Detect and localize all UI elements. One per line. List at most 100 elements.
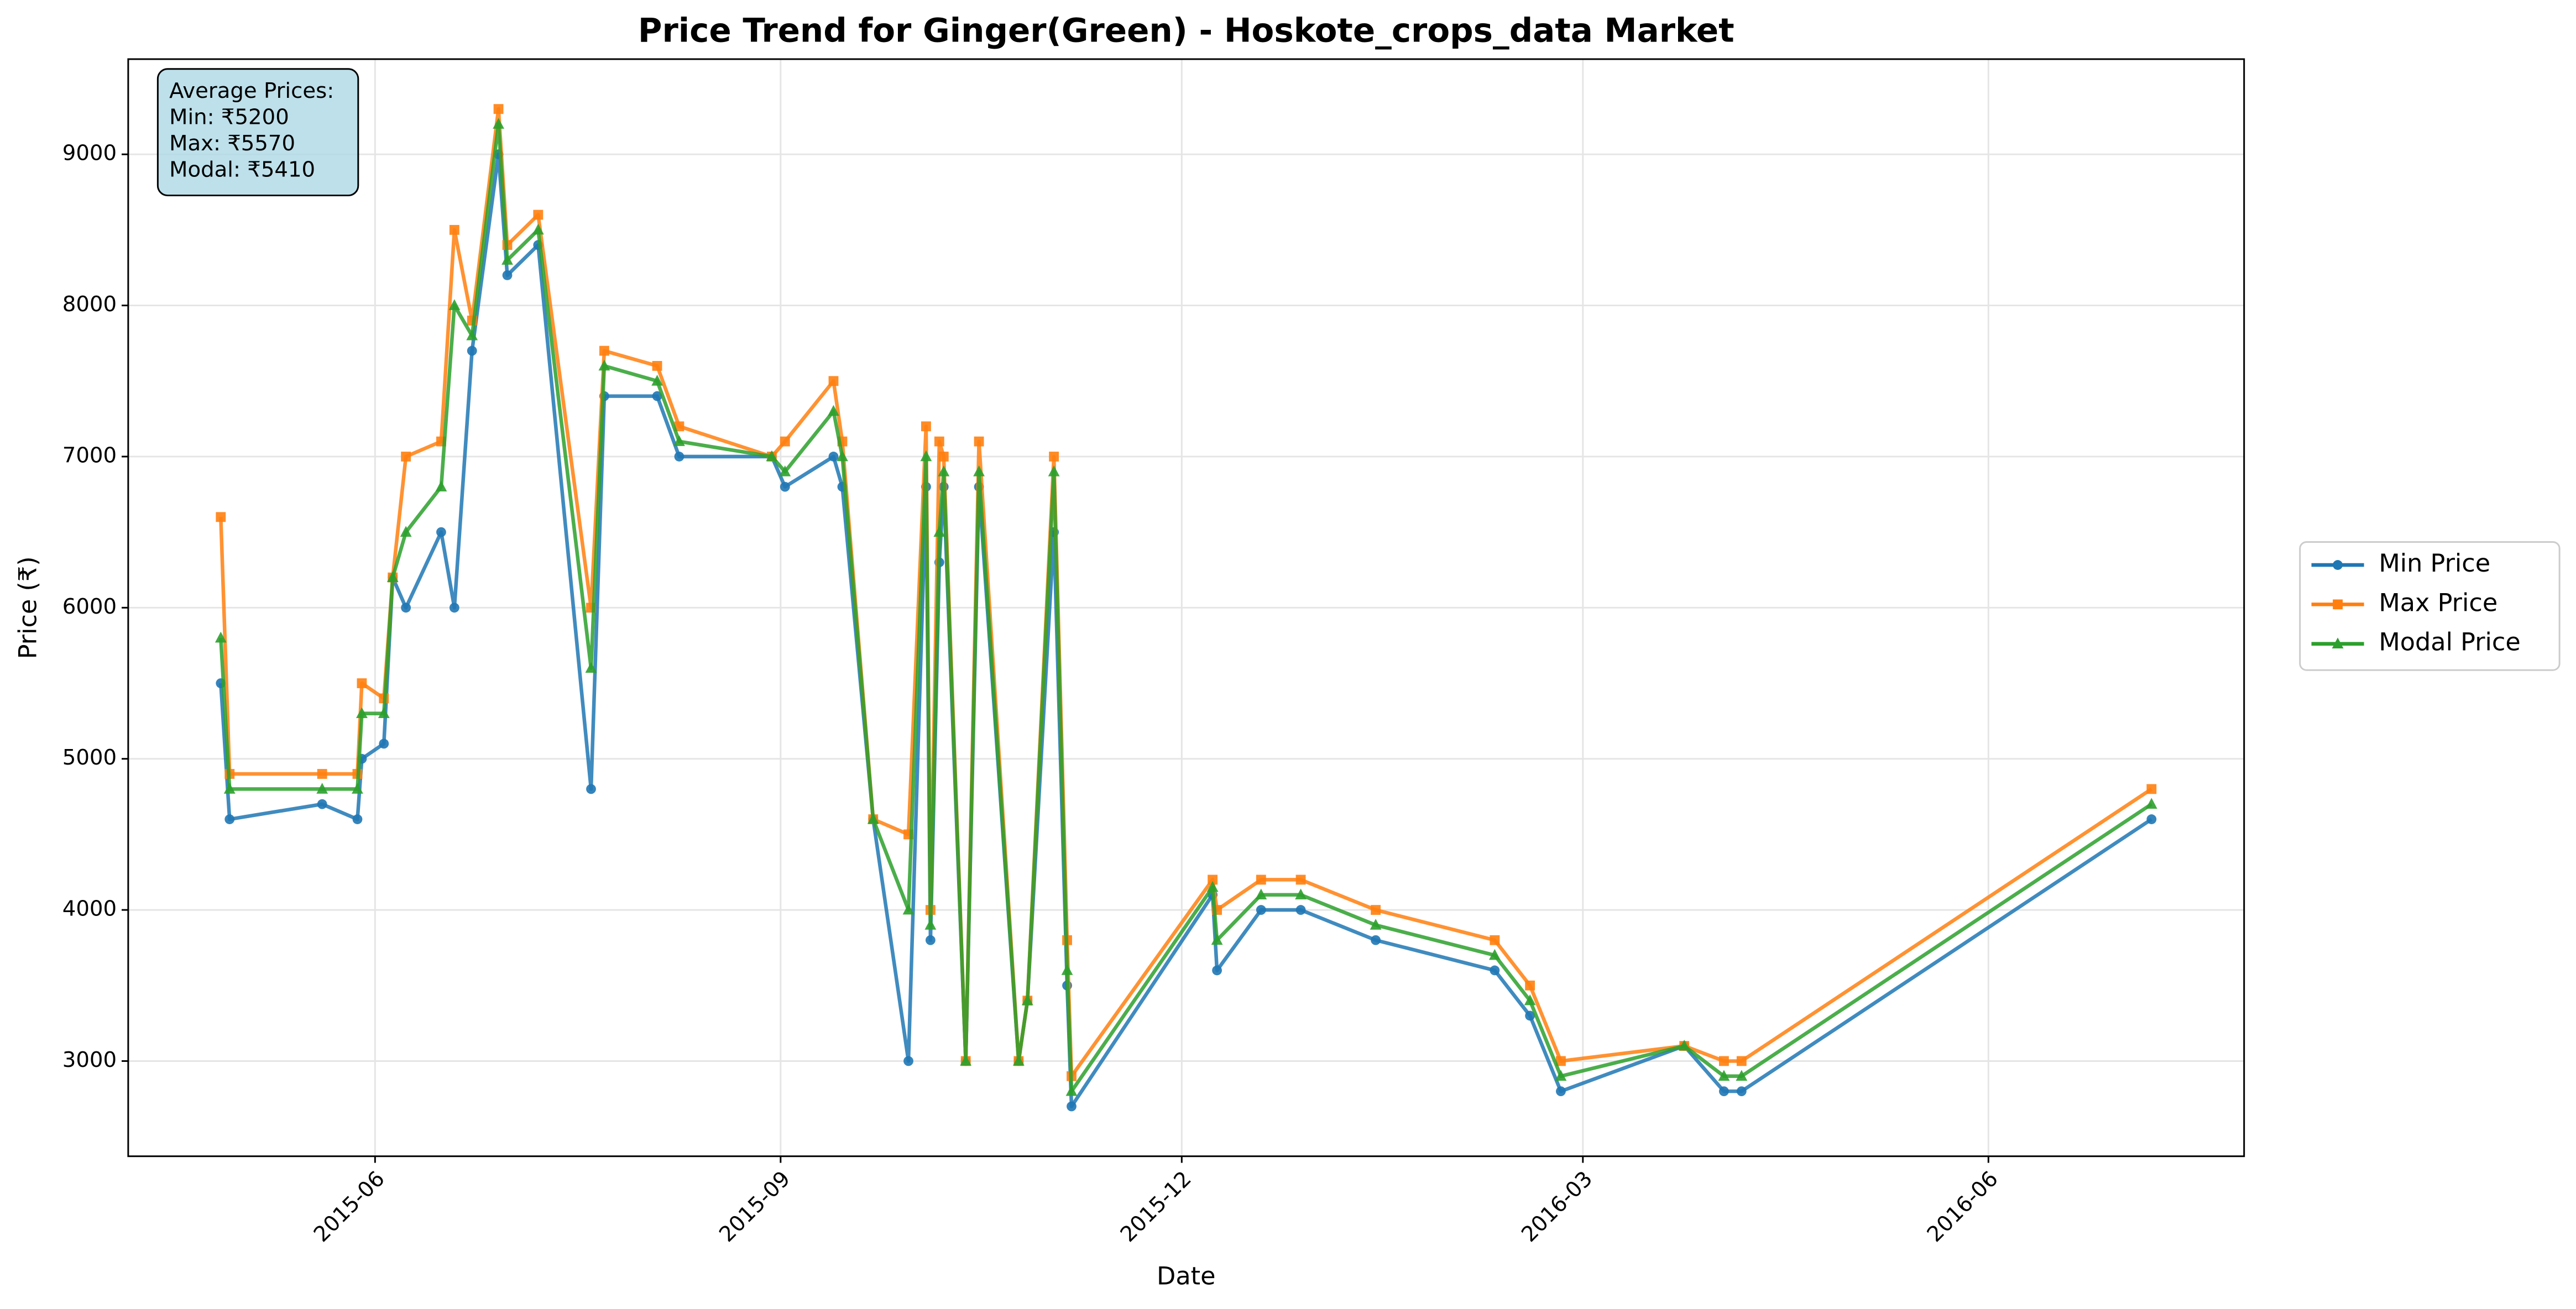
marker bbox=[766, 450, 778, 462]
marker bbox=[449, 603, 459, 613]
marker bbox=[356, 707, 368, 719]
y-tick-label: 3000 bbox=[62, 1048, 117, 1072]
marker bbox=[973, 465, 985, 477]
marker bbox=[493, 118, 504, 129]
marker bbox=[779, 465, 791, 477]
marker bbox=[921, 421, 931, 432]
marker bbox=[1719, 1056, 1729, 1066]
marker bbox=[902, 903, 915, 915]
marker bbox=[1295, 905, 1306, 915]
marker bbox=[1061, 964, 1073, 975]
y-tick-label: 5000 bbox=[62, 745, 117, 770]
marker bbox=[780, 481, 790, 492]
marker bbox=[1525, 980, 1535, 991]
annotation-text: Modal: ₹5410 bbox=[169, 157, 315, 182]
marker bbox=[1736, 1056, 1747, 1066]
legend-marker bbox=[2333, 560, 2343, 570]
marker bbox=[1021, 994, 1033, 1006]
y-axis-label: Price (₹) bbox=[14, 556, 43, 659]
marker bbox=[828, 405, 839, 416]
marker bbox=[1556, 1086, 1566, 1097]
marker bbox=[867, 813, 879, 824]
marker bbox=[1718, 1070, 1730, 1081]
annotation-text: Max: ₹5570 bbox=[169, 131, 295, 156]
annotation-box bbox=[156, 68, 359, 197]
marker bbox=[1525, 1010, 1535, 1021]
marker bbox=[401, 452, 411, 462]
marker bbox=[1371, 905, 1381, 915]
marker bbox=[215, 631, 227, 643]
marker bbox=[1067, 1101, 1077, 1112]
y-tick-label: 7000 bbox=[62, 443, 117, 468]
marker bbox=[1295, 875, 1306, 885]
marker bbox=[532, 223, 544, 235]
marker bbox=[224, 814, 235, 824]
marker bbox=[317, 799, 327, 809]
marker bbox=[1371, 935, 1381, 945]
marker bbox=[379, 739, 389, 749]
marker bbox=[925, 935, 936, 945]
marker bbox=[938, 452, 949, 462]
marker bbox=[216, 512, 226, 522]
marker bbox=[674, 452, 685, 462]
plot-frame bbox=[127, 58, 2245, 1158]
marker bbox=[651, 374, 663, 386]
marker bbox=[435, 480, 447, 491]
marker bbox=[1256, 875, 1266, 885]
marker bbox=[920, 450, 932, 462]
marker bbox=[2146, 784, 2157, 794]
marker bbox=[674, 421, 685, 432]
marker bbox=[1555, 1070, 1567, 1081]
marker bbox=[1295, 888, 1307, 900]
legend-box bbox=[2299, 541, 2561, 671]
grid bbox=[128, 59, 2244, 1156]
annotation-text: Average Prices: bbox=[169, 78, 334, 103]
y-tick-label: 9000 bbox=[62, 141, 117, 166]
marker bbox=[448, 299, 461, 310]
marker bbox=[828, 452, 839, 462]
marker bbox=[1211, 934, 1223, 945]
marker bbox=[1012, 1055, 1025, 1066]
legend-label: Modal Price bbox=[2379, 628, 2520, 657]
marker bbox=[352, 814, 363, 824]
marker bbox=[493, 104, 504, 114]
marker bbox=[1719, 1086, 1729, 1097]
marker bbox=[449, 224, 459, 235]
marker bbox=[1206, 881, 1219, 892]
marker bbox=[378, 707, 390, 719]
marker bbox=[2145, 798, 2157, 809]
marker bbox=[1212, 965, 1222, 976]
marker bbox=[1736, 1070, 1748, 1081]
marker bbox=[1065, 1085, 1078, 1096]
marker bbox=[317, 769, 327, 779]
marker bbox=[386, 571, 399, 582]
marker bbox=[1524, 994, 1536, 1006]
marker bbox=[837, 450, 848, 462]
marker bbox=[585, 662, 597, 673]
marker bbox=[1490, 935, 1500, 945]
marker bbox=[933, 526, 945, 537]
legend-marker bbox=[2332, 637, 2344, 649]
marker bbox=[401, 603, 411, 613]
marker bbox=[467, 345, 477, 356]
marker bbox=[1049, 452, 1059, 462]
y-tick-label: 8000 bbox=[62, 292, 117, 317]
marker bbox=[436, 527, 446, 537]
marker bbox=[501, 254, 513, 265]
marker bbox=[598, 359, 610, 371]
annotation-text: Min: ₹5200 bbox=[169, 104, 289, 129]
marker bbox=[1370, 919, 1382, 930]
marker bbox=[828, 376, 839, 386]
marker bbox=[533, 210, 544, 220]
chart-title: Price Trend for Ginger(Green) - Hoskote_… bbox=[638, 12, 1734, 50]
marker bbox=[1048, 465, 1060, 477]
marker bbox=[223, 783, 236, 794]
marker bbox=[1736, 1086, 1747, 1097]
marker bbox=[1208, 875, 1218, 885]
marker bbox=[352, 783, 363, 794]
marker bbox=[316, 783, 328, 794]
marker bbox=[1678, 1039, 1690, 1051]
marker bbox=[938, 465, 950, 477]
